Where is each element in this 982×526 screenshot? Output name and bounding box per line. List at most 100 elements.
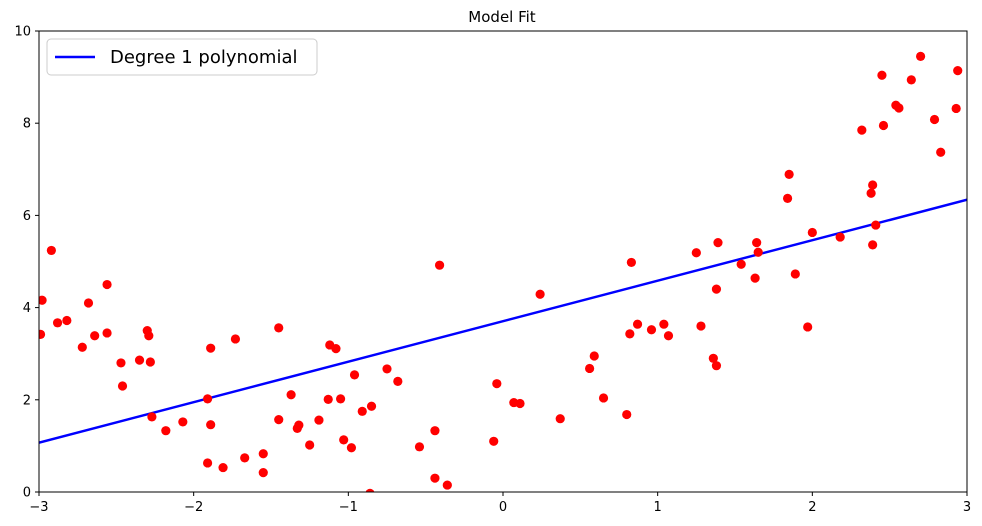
data-point — [868, 240, 878, 250]
data-point — [286, 390, 296, 400]
plot-area — [39, 51, 967, 492]
data-point — [492, 379, 502, 389]
data-point — [274, 415, 284, 425]
y-tick-label: 2 — [23, 393, 31, 408]
data-point — [711, 361, 722, 371]
data-point — [323, 394, 333, 404]
data-point — [365, 488, 375, 492]
legend: Degree 1 polynomial — [46, 38, 318, 76]
data-point — [206, 420, 216, 430]
data-point — [145, 357, 155, 367]
data-point — [936, 147, 946, 157]
data-point — [663, 331, 674, 341]
data-point — [117, 381, 128, 391]
x-tick-label: 0 — [499, 500, 507, 515]
data-point — [696, 321, 706, 331]
y-tick-label: 0 — [23, 486, 31, 501]
data-point — [240, 453, 250, 463]
data-point — [144, 331, 154, 341]
data-point — [218, 462, 228, 473]
data-point — [442, 480, 452, 490]
data-point — [790, 269, 800, 279]
data-point — [39, 329, 46, 339]
data-point — [535, 289, 545, 299]
data-point — [555, 414, 565, 424]
data-point — [589, 351, 599, 361]
data-point — [294, 420, 304, 430]
x-tick-label: −1 — [339, 500, 358, 515]
data-point — [894, 103, 904, 113]
data-point — [916, 51, 926, 61]
data-point — [711, 284, 722, 294]
y-tick-label: 8 — [23, 117, 31, 132]
data-point — [622, 409, 632, 420]
data-point — [708, 353, 718, 363]
data-point — [736, 259, 746, 269]
data-point — [807, 227, 817, 238]
legend-label: Degree 1 polynomial — [110, 47, 298, 68]
y-tick-label: 10 — [14, 25, 31, 40]
data-point — [366, 401, 377, 411]
data-point — [713, 237, 723, 248]
data-point — [515, 398, 525, 409]
data-point — [784, 169, 794, 179]
data-point — [46, 245, 56, 256]
data-point — [868, 180, 878, 190]
data-point — [430, 473, 440, 483]
data-point — [202, 394, 213, 404]
data-point — [878, 120, 889, 131]
data-point — [951, 103, 961, 114]
data-point — [753, 247, 763, 257]
data-point — [659, 319, 669, 329]
data-point — [382, 364, 392, 374]
x-tick-label: −3 — [29, 500, 48, 515]
data-point — [258, 449, 268, 459]
data-point — [314, 415, 324, 425]
data-point — [90, 331, 100, 341]
data-point — [393, 376, 403, 386]
data-point — [178, 417, 188, 427]
data-point — [62, 315, 72, 326]
data-point — [116, 358, 126, 368]
data-point — [331, 344, 341, 354]
data-point — [929, 114, 940, 125]
data-point — [871, 220, 881, 230]
data-point — [646, 325, 657, 335]
x-tick-label: −2 — [184, 500, 203, 515]
data-point — [835, 232, 845, 242]
data-point — [83, 298, 94, 308]
data-point — [346, 443, 357, 453]
y-tick-label: 4 — [23, 301, 31, 316]
axes: −3 −2 −1 0 1 2 3 0 2 4 6 8 10 — [14, 25, 971, 516]
fit-line — [39, 198, 967, 444]
plot-frame — [38, 30, 968, 493]
data-point — [750, 273, 760, 283]
y-tick-label: 6 — [23, 209, 31, 224]
data-point — [134, 355, 145, 365]
data-point — [102, 328, 112, 338]
data-point — [489, 436, 499, 446]
data-point — [147, 412, 157, 422]
data-point — [357, 406, 367, 416]
data-point — [206, 343, 216, 353]
data-point — [953, 66, 963, 76]
data-point — [598, 393, 609, 403]
data-point — [274, 323, 284, 333]
data-point — [414, 442, 425, 452]
data-point — [102, 279, 112, 290]
data-point — [632, 319, 643, 329]
data-point — [77, 342, 87, 352]
data-point — [803, 322, 813, 332]
x-tick-label: 2 — [808, 500, 816, 515]
data-point — [857, 125, 867, 135]
data-point — [430, 426, 440, 436]
data-point — [339, 435, 349, 445]
data-point — [52, 318, 63, 328]
data-point — [782, 193, 793, 203]
data-point — [258, 468, 268, 478]
x-tick-label: 3 — [963, 500, 971, 515]
chart-title: Model Fit — [468, 8, 536, 26]
data-point — [202, 458, 213, 468]
data-point — [585, 363, 595, 374]
